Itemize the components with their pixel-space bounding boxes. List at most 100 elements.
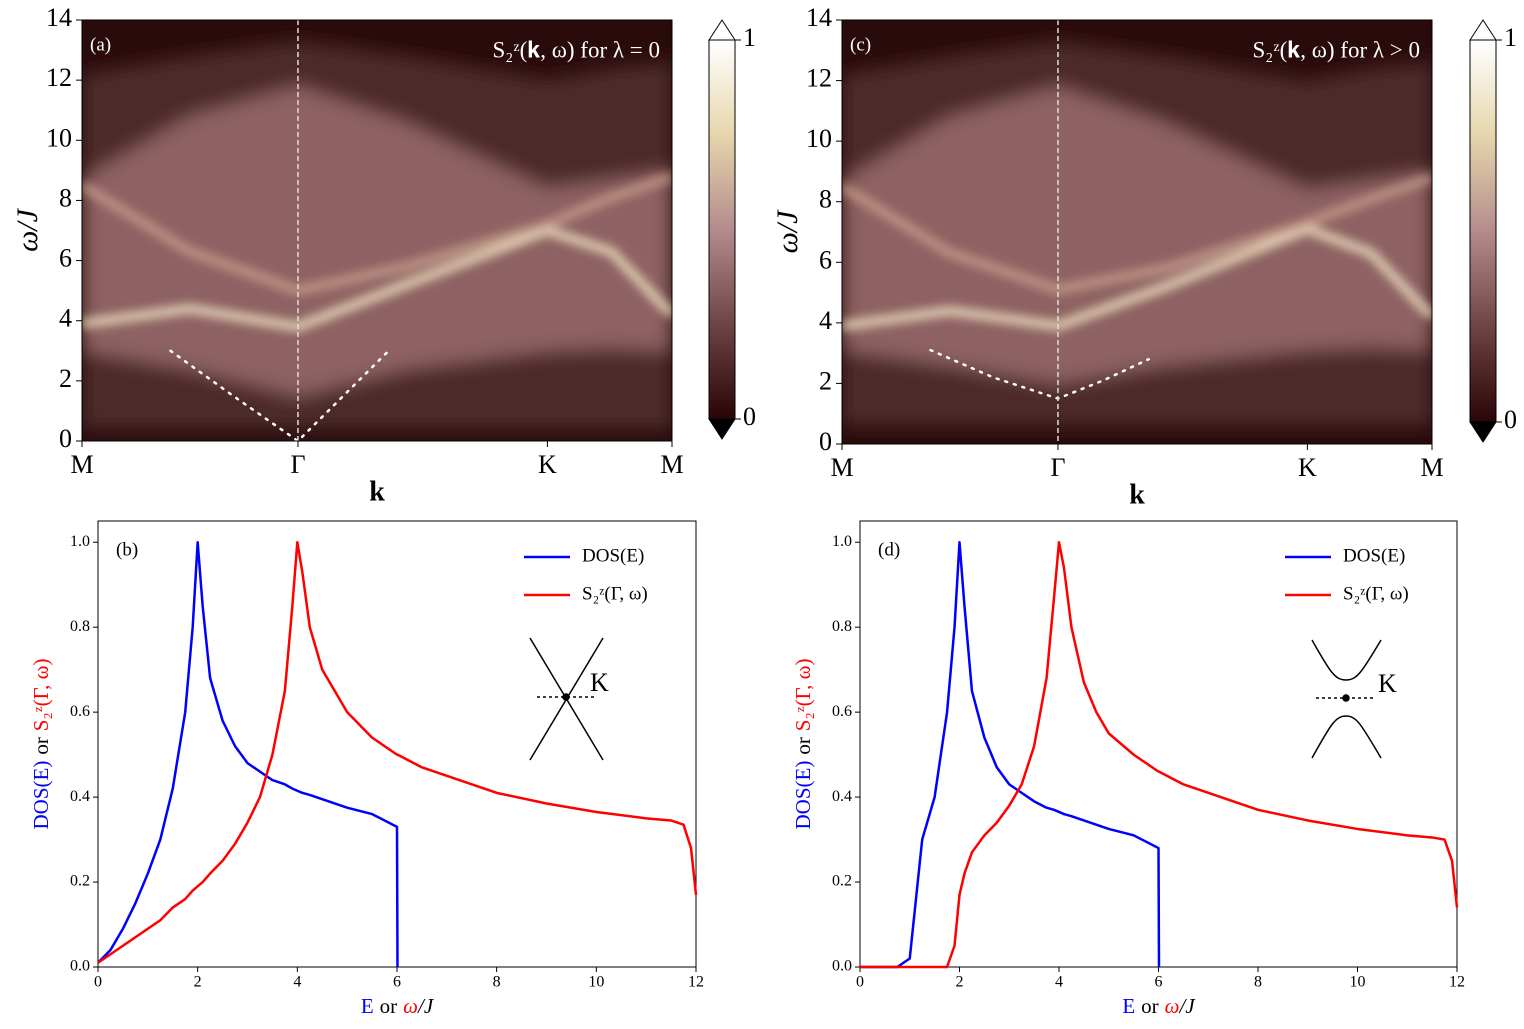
heatmap xyxy=(82,20,672,441)
heatmap xyxy=(842,20,1432,444)
colorbar-tick-label: 1 xyxy=(743,23,756,52)
legend-label: S₂ᶻ(Γ, ω) xyxy=(1343,583,1409,604)
upper-band xyxy=(1311,639,1382,681)
x-axis-label-part: or xyxy=(380,994,398,1018)
y-tick-label: 14 xyxy=(46,3,72,32)
x-axis-label-part: E xyxy=(361,994,374,1018)
ridge xyxy=(842,224,1432,331)
y-axis-label: DOS(E) or S₂ᶻ(Γ, ω) xyxy=(29,658,53,829)
inset-b xyxy=(529,637,604,761)
continuum-band xyxy=(842,86,1432,384)
gap-center xyxy=(1342,694,1350,702)
series-line xyxy=(97,540,698,964)
x-axis-label-part: or xyxy=(1141,994,1159,1018)
x-axis-label-part: E xyxy=(1122,994,1135,1018)
x-tick-label: 8 xyxy=(1254,974,1262,991)
x-tick-label: 2 xyxy=(194,974,202,991)
y-tick-label: 6 xyxy=(819,245,832,274)
x-tick-label: 8 xyxy=(493,974,501,991)
x-tick-label: 0 xyxy=(856,974,864,991)
x-tick-label: 6 xyxy=(393,974,401,991)
y-tick-label: 8 xyxy=(819,185,832,214)
ridge xyxy=(842,173,1432,295)
y-axis-label-part: or xyxy=(29,737,53,755)
inset-label: K xyxy=(590,668,609,697)
y-tick-label: 8 xyxy=(59,183,72,212)
x-tick-label: 12 xyxy=(688,974,704,991)
y-tick-label: 0.2 xyxy=(70,873,90,890)
colorbar-extend-min xyxy=(708,418,736,440)
panel-label: (a) xyxy=(90,34,111,55)
y-tick-label: 0.0 xyxy=(832,958,852,975)
x-tick-label: 12 xyxy=(1449,974,1465,991)
dirac-point xyxy=(562,693,570,701)
plot-frame xyxy=(81,19,673,442)
y-tick-label: 4 xyxy=(59,304,72,333)
colorbar-extend-max xyxy=(708,19,736,41)
legend-label: S₂ᶻ(Γ, ω) xyxy=(582,583,648,604)
series-line xyxy=(97,540,399,968)
colorbar xyxy=(708,39,736,420)
y-tick-label: 2 xyxy=(59,364,72,393)
y-axis-label: ω/J xyxy=(11,207,44,252)
x-tick-label: 0 xyxy=(94,974,102,991)
y-axis-label-part: DOS(E) xyxy=(29,761,53,830)
x-tick-label: 4 xyxy=(1055,974,1063,991)
y-tick-label: 0.4 xyxy=(832,788,852,805)
y-axis-label-part: or xyxy=(791,737,815,755)
y-tick-label: 0.8 xyxy=(832,618,852,635)
x-tick-label: M xyxy=(70,450,93,479)
x-axis-label-part: /J xyxy=(417,994,435,1018)
plot-frame xyxy=(841,19,1433,445)
ridge xyxy=(82,225,672,332)
colorbar-tick-label: 1 xyxy=(1504,23,1517,52)
colorbar-extend-min xyxy=(1469,421,1497,443)
x-axis-label-part: ω xyxy=(403,994,418,1018)
x-tick-label: 10 xyxy=(1350,974,1366,991)
x-tick-label: Γ xyxy=(1050,453,1065,482)
legend-label: DOS(E) xyxy=(582,545,644,566)
panel-label: (d) xyxy=(878,539,900,560)
lines xyxy=(860,540,1459,969)
inset-label: K xyxy=(1378,669,1397,698)
y-tick-label: 10 xyxy=(806,124,832,153)
colorbar xyxy=(1469,39,1497,423)
ridge xyxy=(82,172,672,296)
x-tick-label: K xyxy=(538,450,557,479)
x-tick-label: M xyxy=(1420,453,1443,482)
series-line xyxy=(860,540,1459,969)
inset-d xyxy=(1311,639,1382,759)
annotation: S₂ᶻ(𝐤, ω) for λ > 0 xyxy=(1253,37,1420,62)
x-tick-label: K xyxy=(1298,453,1317,482)
y-tick-label: 0.2 xyxy=(832,873,852,890)
y-tick-label: 0 xyxy=(819,427,832,456)
y-tick-label: 1.0 xyxy=(70,533,90,550)
y-tick-label: 2 xyxy=(819,366,832,395)
legend-label: DOS(E) xyxy=(1343,545,1405,566)
x-axis-label-part: /J xyxy=(1179,994,1197,1018)
series-line xyxy=(860,540,1161,969)
x-tick-label: Γ xyxy=(290,450,305,479)
x-tick-label: M xyxy=(660,450,683,479)
y-tick-label: 0.8 xyxy=(70,618,90,635)
lines xyxy=(97,540,698,968)
x-tick-label: 10 xyxy=(588,974,604,991)
y-tick-label: 0.4 xyxy=(70,788,90,805)
y-tick-label: 0.0 xyxy=(70,958,90,975)
panel-label: (b) xyxy=(116,539,138,560)
panel-label: (c) xyxy=(850,34,871,55)
x-tick-label: M xyxy=(830,453,853,482)
y-axis-label-part: S₂ᶻ(Γ, ω) xyxy=(29,658,53,731)
y-tick-label: 0 xyxy=(59,424,72,453)
annotation: S₂ᶻ(𝐤, ω) for λ = 0 xyxy=(493,37,660,62)
y-tick-label: 0.6 xyxy=(70,703,90,720)
y-tick-label: 10 xyxy=(46,123,72,152)
x-axis-label: k xyxy=(369,476,385,507)
x-axis-label-part: ω xyxy=(1165,994,1180,1018)
colorbar-tick-label: 0 xyxy=(1504,405,1517,434)
ridges xyxy=(842,173,1432,331)
y-tick-label: 14 xyxy=(806,3,832,32)
